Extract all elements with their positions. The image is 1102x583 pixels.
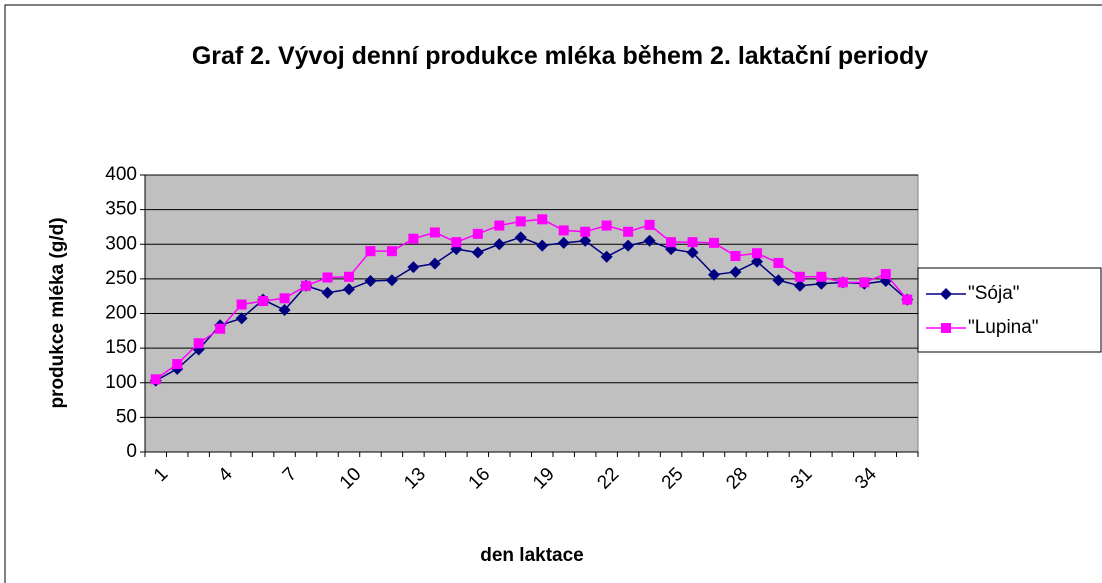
marker [940,288,952,300]
marker [429,227,440,238]
marker [343,271,354,282]
marker [730,251,741,262]
marker [558,225,569,236]
marker [859,277,870,288]
y-axis-label: produkce mléka (g/d) [47,217,68,408]
marker [471,246,484,259]
y-tick-label: 400 [105,164,137,185]
marker [279,293,290,304]
marker [494,220,505,231]
y-tick-label: 200 [105,303,137,324]
legend-box [917,267,1102,353]
marker [751,248,762,259]
marker [236,299,247,310]
marker [342,283,355,296]
marker [451,237,462,248]
marker [816,271,827,282]
marker [623,226,634,237]
marker [686,246,699,259]
marker [278,304,291,317]
marker [708,268,721,281]
marker [322,272,333,283]
marker [537,214,548,225]
marker [622,239,635,252]
marker [709,237,720,248]
marker [644,219,655,230]
marker [600,250,613,263]
marker [493,238,506,251]
marker [385,274,398,287]
marker [365,246,376,257]
marker [793,279,806,292]
marker [408,233,419,244]
marker [643,234,656,247]
marker [941,323,951,333]
marker [729,265,742,278]
marker [557,236,570,249]
marker [880,269,891,280]
marker [514,231,527,244]
marker [579,234,592,247]
y-tick-label: 100 [105,372,137,393]
marker [258,296,269,307]
y-tick-label: 250 [105,268,137,289]
marker [536,239,549,252]
marker [472,228,483,239]
marker [772,274,785,287]
marker [193,338,204,349]
legend-label: "Lupina" [968,317,1039,338]
y-tick-label: 50 [116,406,137,427]
x-axis-label: den laktace [480,545,584,566]
marker [902,294,913,305]
chart-title: Graf 2. Vývoj denní produkce mléka během… [191,42,929,70]
marker [666,237,677,248]
marker [580,226,591,237]
marker [407,261,420,274]
legend-label: "Sója" [968,283,1020,304]
marker [687,237,698,248]
marker [773,257,784,268]
marker [428,257,441,270]
y-tick-label: 350 [105,199,137,220]
marker [301,280,312,291]
marker [172,359,183,370]
marker [321,286,334,299]
marker [837,277,848,288]
y-tick-label: 300 [105,233,137,254]
marker [515,216,526,227]
marker [794,271,805,282]
marker [364,274,377,287]
marker [150,374,161,385]
marker [601,220,612,231]
y-tick-label: 0 [126,441,137,462]
marker [215,323,226,334]
marker [386,246,397,257]
marker [750,255,763,268]
marker [235,312,248,325]
y-tick-label: 150 [105,337,137,358]
